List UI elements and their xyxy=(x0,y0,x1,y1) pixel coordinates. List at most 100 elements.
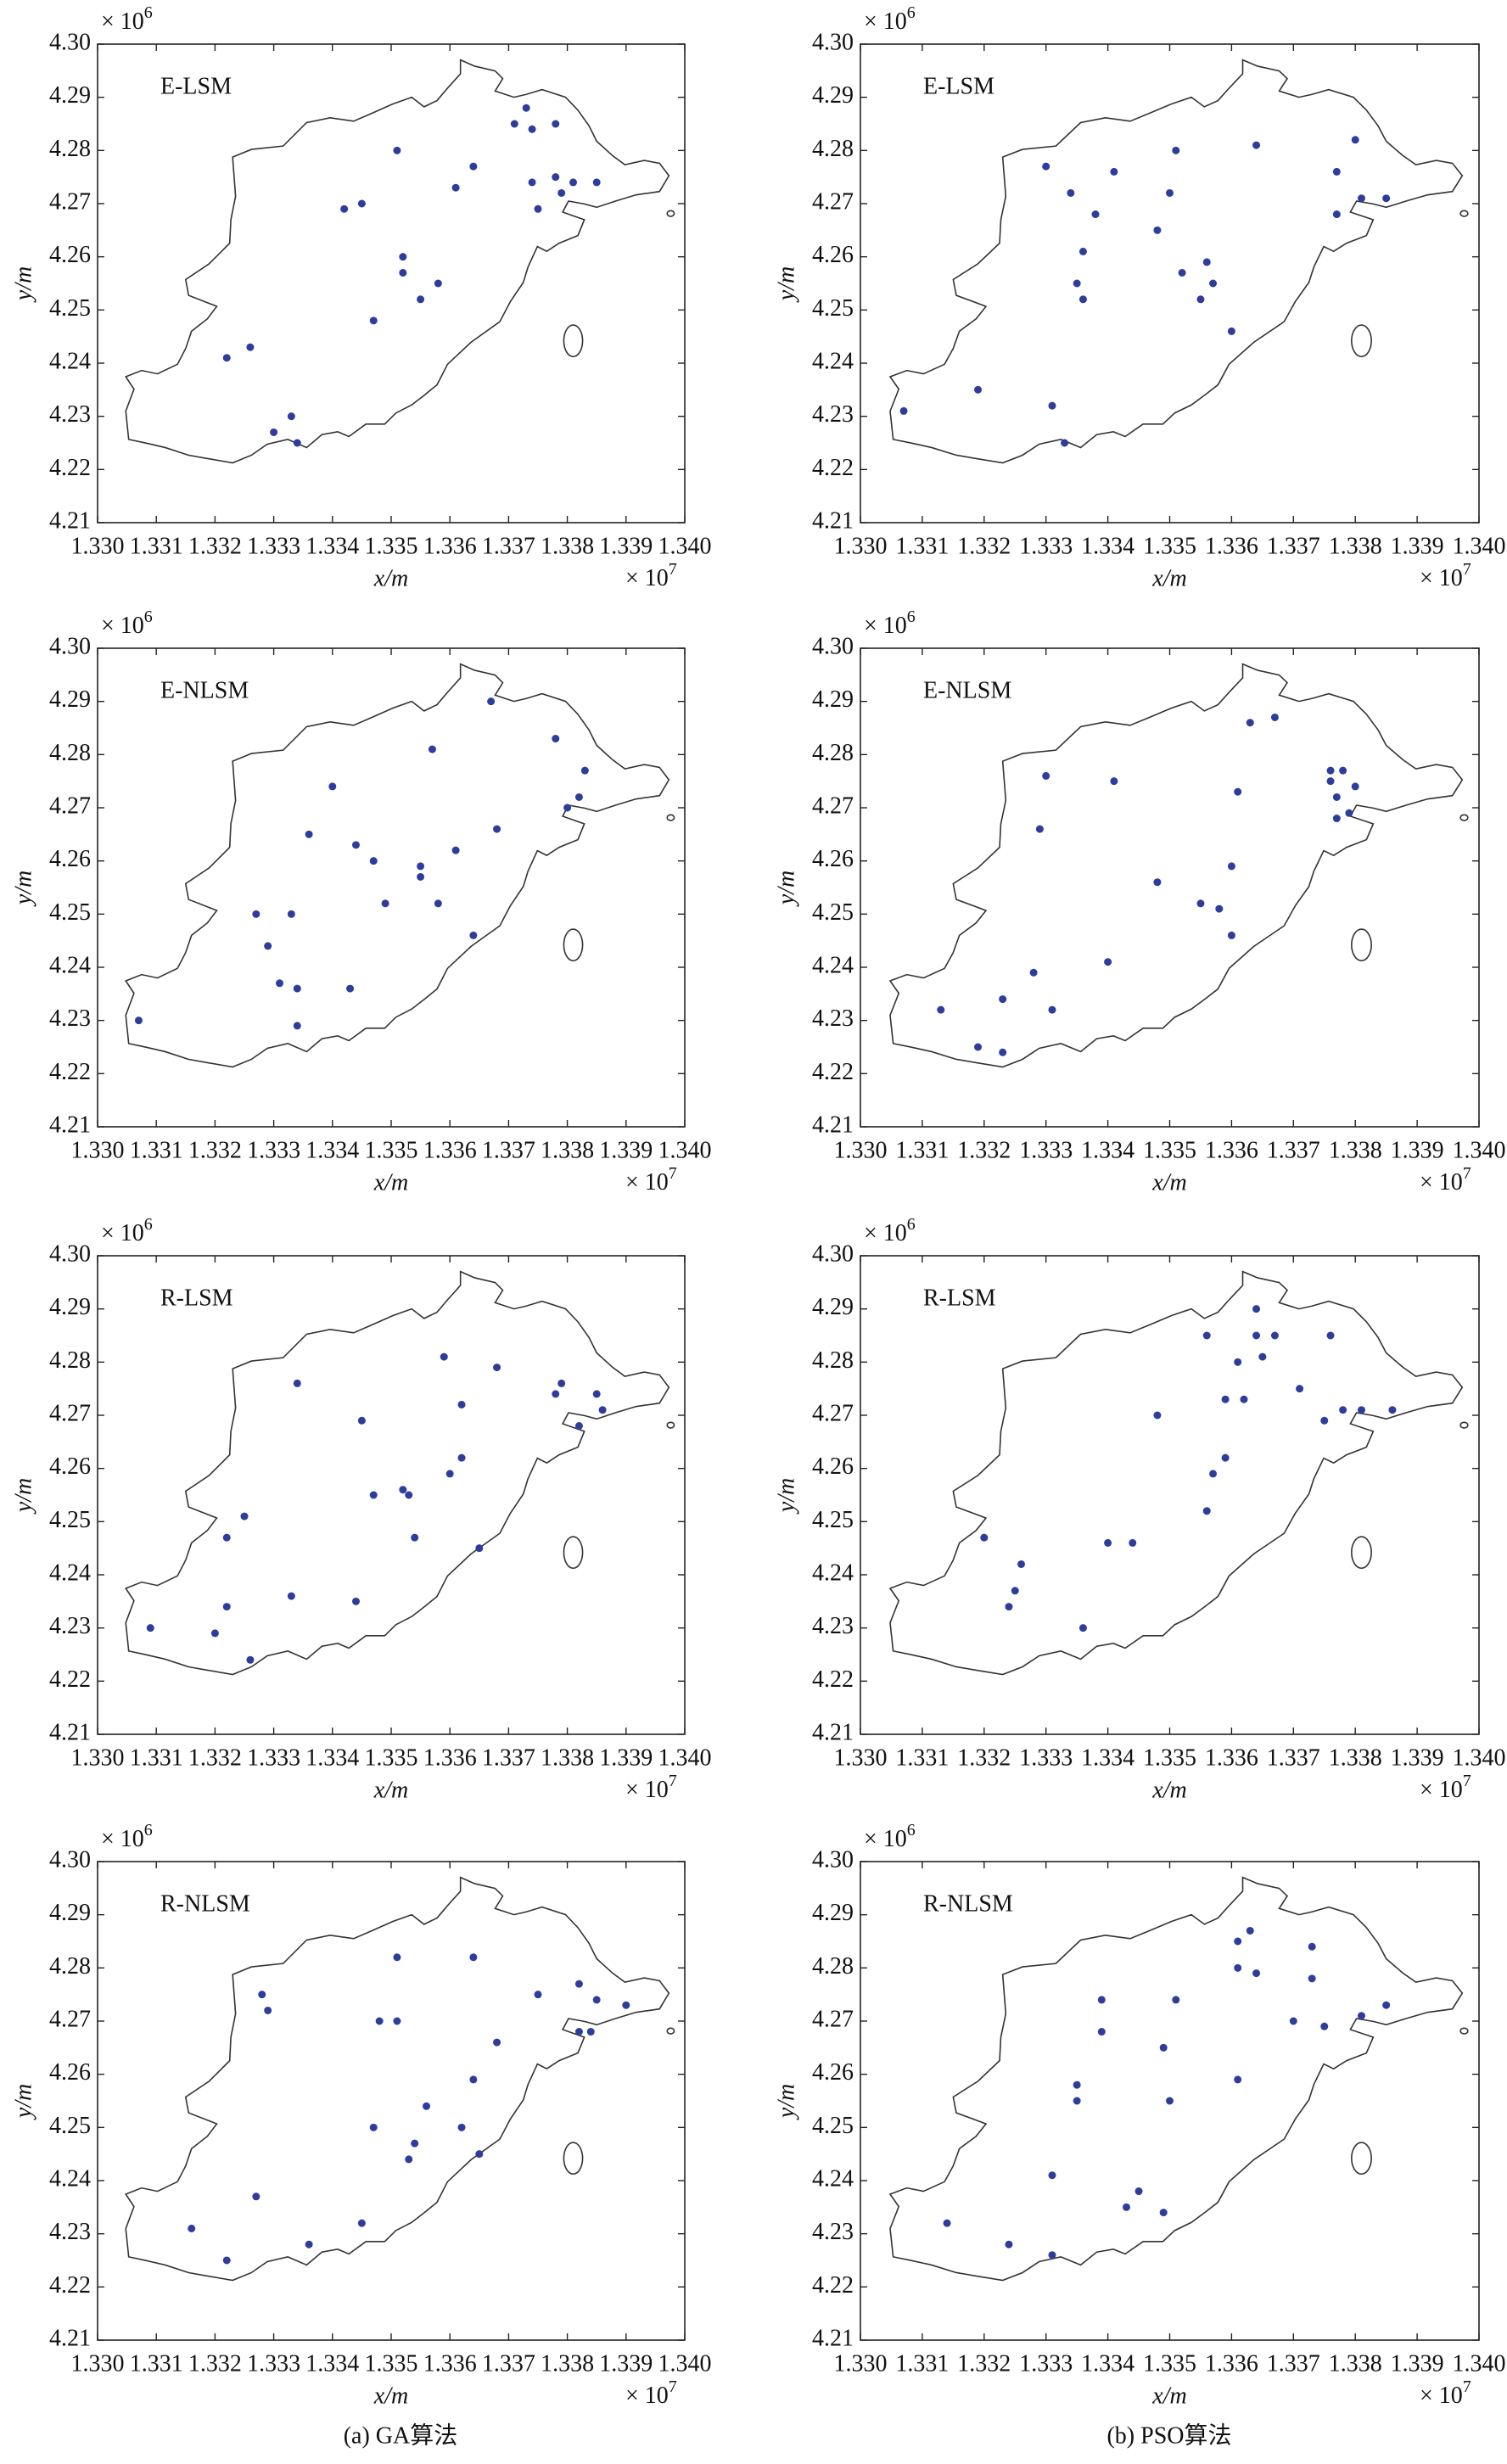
y-tick-label: 4.25 xyxy=(812,2113,854,2139)
y-multiplier-base: × 10 xyxy=(101,8,144,35)
panel-title: E-NLSM xyxy=(160,677,249,703)
y-tick-label: 4.21 xyxy=(812,2325,854,2351)
data-point xyxy=(1153,878,1162,887)
data-point xyxy=(1215,904,1224,913)
data-point xyxy=(405,1491,413,1499)
y-multiplier: × 106 xyxy=(101,1215,153,1247)
x-tick-label: 1.333 xyxy=(247,2350,300,2377)
y-multiplier: × 106 xyxy=(864,1821,916,1853)
data-point xyxy=(346,984,355,993)
data-point xyxy=(287,910,295,918)
data-point xyxy=(222,1533,231,1542)
x-tick-label: 1.333 xyxy=(1019,1137,1073,1163)
y-tick-label: 4.28 xyxy=(49,740,91,766)
data-point xyxy=(1122,2203,1130,2211)
data-point xyxy=(1326,766,1335,775)
y-tick-label: 4.28 xyxy=(812,1347,854,1374)
x-tick-label: 1.332 xyxy=(957,1744,1011,1771)
data-point xyxy=(1320,2022,1329,2030)
y-tick-label: 4.23 xyxy=(49,1005,91,1032)
data-point xyxy=(1234,1358,1242,1366)
x-tick-label: 1.337 xyxy=(1267,533,1320,559)
x-multiplier-exponent: 7 xyxy=(1463,1772,1471,1790)
y-tick-label: 4.23 xyxy=(49,1613,91,1639)
x-multiplier: × 107 xyxy=(625,560,677,592)
data-point xyxy=(1048,401,1056,410)
x-axis-label: x/m xyxy=(1151,1169,1186,1196)
y-tick-label: 4.21 xyxy=(49,1112,91,1138)
caption: (a) GA算法 xyxy=(344,2422,458,2449)
y-tick-label: 4.22 xyxy=(812,1059,854,1085)
data-point xyxy=(598,1406,607,1414)
chart-panel: 1.330 1.331 1.332 1.333 1.334 1.335 1.336 1.337… xyxy=(10,1821,711,2410)
y-axis-label: y/m xyxy=(10,871,36,907)
data-point xyxy=(457,1400,466,1408)
data-point xyxy=(552,120,560,128)
y-multiplier: × 106 xyxy=(101,1821,153,1853)
x-tick-label: 1.339 xyxy=(1391,2350,1444,2377)
y-multiplier-base: × 10 xyxy=(864,1220,907,1246)
y-multiplier-exponent: 6 xyxy=(144,1821,153,1840)
x-multiplier-exponent: 7 xyxy=(669,560,677,579)
x-tick-label: 1.331 xyxy=(895,2350,949,2377)
data-point xyxy=(1104,958,1112,966)
data-point xyxy=(357,199,366,208)
x-tick-label: 1.330 xyxy=(834,1137,888,1163)
data-point xyxy=(1005,1603,1013,1611)
x-tick-label: 1.335 xyxy=(1143,2350,1196,2377)
x-tick-label: 1.337 xyxy=(482,1137,535,1163)
x-tick-label: 1.330 xyxy=(834,533,888,559)
data-point xyxy=(586,2028,595,2036)
x-tick-label: 1.337 xyxy=(1267,1744,1320,1771)
x-tick-label: 1.333 xyxy=(247,533,300,559)
y-axis-label: y/m xyxy=(773,1478,799,1515)
data-point xyxy=(1227,327,1235,335)
panel-title: R-NLSM xyxy=(923,1890,1013,1917)
data-point xyxy=(580,766,589,775)
data-point xyxy=(1067,188,1075,197)
data-point xyxy=(1234,1963,1242,1972)
data-point xyxy=(210,1629,219,1638)
data-point xyxy=(1351,136,1359,144)
data-point xyxy=(1270,713,1279,721)
x-tick-label: 1.335 xyxy=(1143,1744,1196,1771)
x-tick-label: 1.332 xyxy=(957,2350,1011,2377)
x-tick-label: 1.338 xyxy=(541,1744,594,1771)
y-tick-label: 4.30 xyxy=(812,1846,854,1873)
data-point xyxy=(293,1379,301,1387)
y-tick-label: 4.27 xyxy=(812,2006,854,2032)
data-point xyxy=(1178,268,1186,277)
y-tick-label: 4.28 xyxy=(49,1953,91,1980)
y-tick-label: 4.25 xyxy=(49,1507,91,1533)
y-multiplier-exponent: 6 xyxy=(907,1821,916,1840)
y-tick-label: 4.24 xyxy=(812,2165,854,2192)
data-point xyxy=(381,899,389,908)
data-point xyxy=(369,857,378,865)
y-multiplier: × 106 xyxy=(101,608,153,640)
data-point xyxy=(1153,226,1162,234)
y-multiplier: × 106 xyxy=(864,608,916,640)
x-multiplier: × 107 xyxy=(625,2377,677,2410)
data-point xyxy=(293,984,301,993)
y-multiplier-exponent: 6 xyxy=(144,1215,153,1234)
x-tick-label: 1.339 xyxy=(599,533,653,559)
data-point xyxy=(369,316,378,325)
y-multiplier: × 106 xyxy=(864,3,916,36)
data-point xyxy=(411,1533,419,1542)
data-point xyxy=(357,1416,366,1425)
y-tick-label: 4.21 xyxy=(812,1719,854,1745)
x-multiplier-exponent: 7 xyxy=(669,1164,677,1183)
data-point xyxy=(1097,1996,1106,2004)
y-tick-label: 4.28 xyxy=(49,1347,91,1374)
data-point xyxy=(1332,815,1341,823)
y-tick-label: 4.22 xyxy=(812,455,854,481)
x-multiplier-base: × 10 xyxy=(1420,565,1463,591)
data-point xyxy=(440,1352,448,1361)
data-point xyxy=(1252,1969,1261,1978)
x-tick-label: 1.338 xyxy=(541,2350,594,2377)
data-point xyxy=(1196,899,1205,908)
y-tick-label: 4.23 xyxy=(49,401,91,428)
x-tick-label: 1.330 xyxy=(834,1744,888,1771)
data-point xyxy=(434,899,442,908)
x-tick-label: 1.336 xyxy=(423,2350,477,2377)
